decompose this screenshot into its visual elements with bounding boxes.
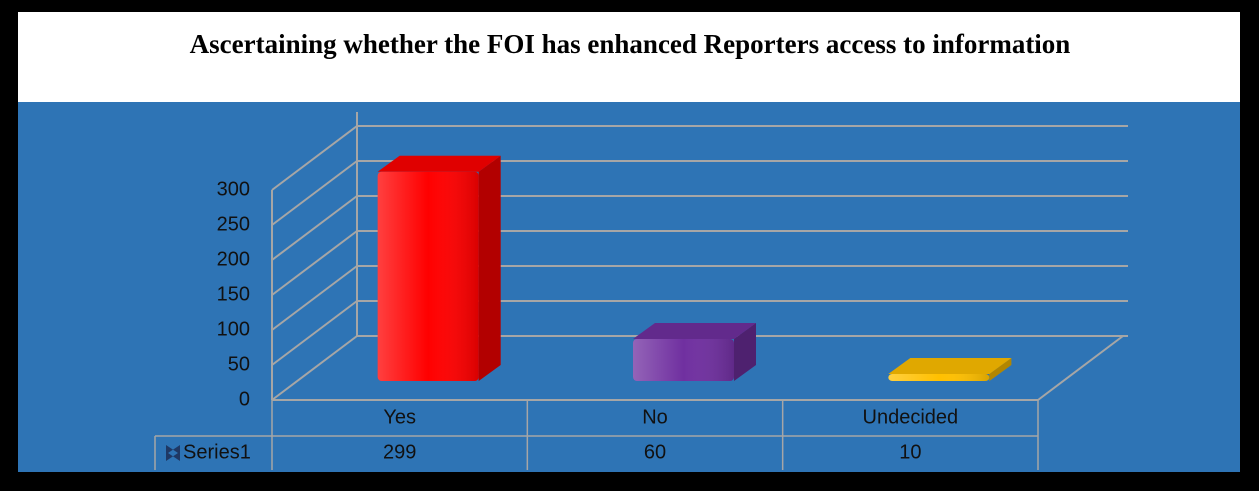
table-value: 10 <box>899 441 921 463</box>
legend-key <box>166 445 180 461</box>
y-tick-label: 200 <box>217 248 250 270</box>
y-tick-label: 100 <box>217 318 250 340</box>
y-tick-label: 300 <box>217 178 250 200</box>
chart-title: Ascertaining whether the FOI has enhance… <box>189 29 1071 59</box>
bar <box>633 323 756 381</box>
grid-line <box>271 160 358 226</box>
grid-line <box>271 230 358 296</box>
bar <box>888 358 1012 381</box>
y-tick-label: 0 <box>239 388 250 410</box>
grid-line <box>271 265 358 331</box>
legend-label: Series1 <box>183 441 251 463</box>
x-tick-label: Yes <box>383 406 416 428</box>
y-tick-label: 50 <box>228 353 250 375</box>
x-tick-label: Undecided <box>863 406 959 428</box>
floor-edge <box>1037 335 1124 401</box>
bar <box>377 155 501 381</box>
plot-area <box>18 102 1240 472</box>
table-value: 299 <box>383 441 416 463</box>
grid-line <box>271 125 358 191</box>
table-value: 60 <box>644 441 666 463</box>
y-tick-label: 150 <box>217 283 250 305</box>
y-tick-label: 250 <box>217 213 250 235</box>
grid-line <box>271 195 358 261</box>
grid-line <box>271 300 358 366</box>
grid-line <box>271 335 358 401</box>
x-tick-label: No <box>642 406 668 428</box>
